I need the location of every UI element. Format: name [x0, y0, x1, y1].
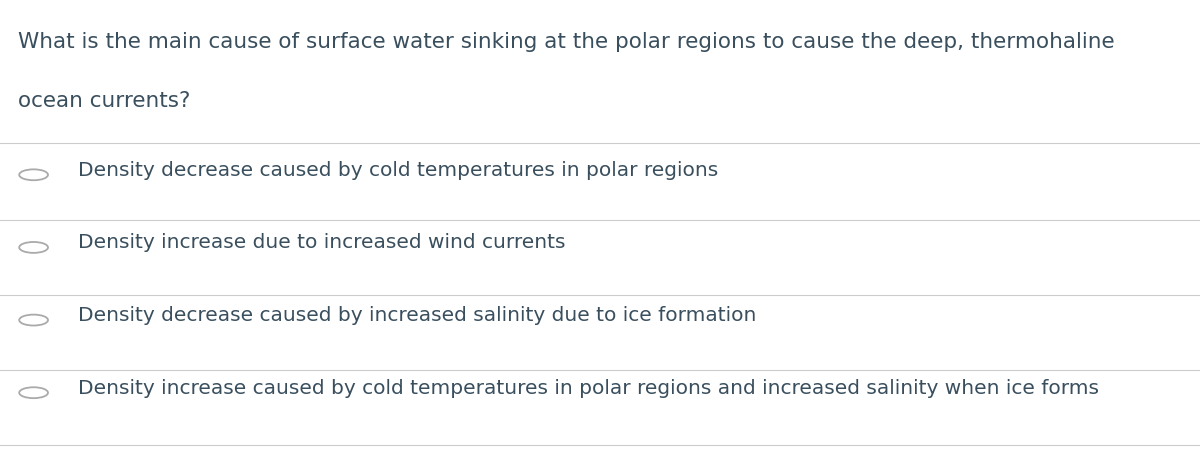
Text: Density increase caused by cold temperatures in polar regions and increased sali: Density increase caused by cold temperat… — [78, 379, 1099, 398]
Text: Density decrease caused by increased salinity due to ice formation: Density decrease caused by increased sal… — [78, 306, 756, 325]
Text: Density decrease caused by cold temperatures in polar regions: Density decrease caused by cold temperat… — [78, 161, 719, 180]
Text: What is the main cause of surface water sinking at the polar regions to cause th: What is the main cause of surface water … — [18, 32, 1115, 52]
Text: Density increase due to increased wind currents: Density increase due to increased wind c… — [78, 233, 565, 252]
Text: ocean currents?: ocean currents? — [18, 91, 191, 111]
